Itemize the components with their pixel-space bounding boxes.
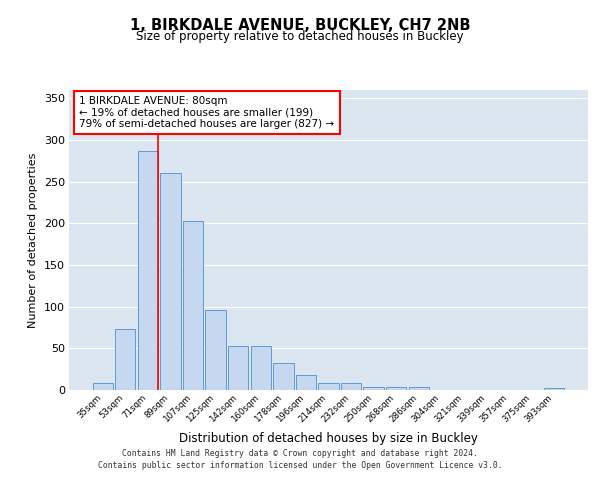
- Bar: [544, 388, 565, 390]
- X-axis label: Distribution of detached houses by size in Buckley: Distribution of detached houses by size …: [179, 432, 478, 445]
- Bar: [341, 384, 361, 390]
- Bar: [183, 221, 203, 390]
- Bar: [319, 384, 338, 390]
- Bar: [92, 382, 113, 390]
- Bar: [296, 375, 316, 390]
- Text: Contains public sector information licensed under the Open Government Licence v3: Contains public sector information licen…: [98, 461, 502, 470]
- Bar: [160, 174, 181, 390]
- Bar: [251, 346, 271, 390]
- Bar: [115, 329, 136, 390]
- Bar: [386, 386, 406, 390]
- Bar: [409, 386, 429, 390]
- Text: 1 BIRKDALE AVENUE: 80sqm
← 19% of detached houses are smaller (199)
79% of semi-: 1 BIRKDALE AVENUE: 80sqm ← 19% of detach…: [79, 96, 335, 129]
- Text: Size of property relative to detached houses in Buckley: Size of property relative to detached ho…: [136, 30, 464, 43]
- Bar: [138, 151, 158, 390]
- Y-axis label: Number of detached properties: Number of detached properties: [28, 152, 38, 328]
- Text: 1, BIRKDALE AVENUE, BUCKLEY, CH7 2NB: 1, BIRKDALE AVENUE, BUCKLEY, CH7 2NB: [130, 18, 470, 32]
- Bar: [273, 364, 293, 390]
- Bar: [228, 346, 248, 390]
- Bar: [364, 386, 384, 390]
- Bar: [205, 310, 226, 390]
- Text: Contains HM Land Registry data © Crown copyright and database right 2024.: Contains HM Land Registry data © Crown c…: [122, 448, 478, 458]
